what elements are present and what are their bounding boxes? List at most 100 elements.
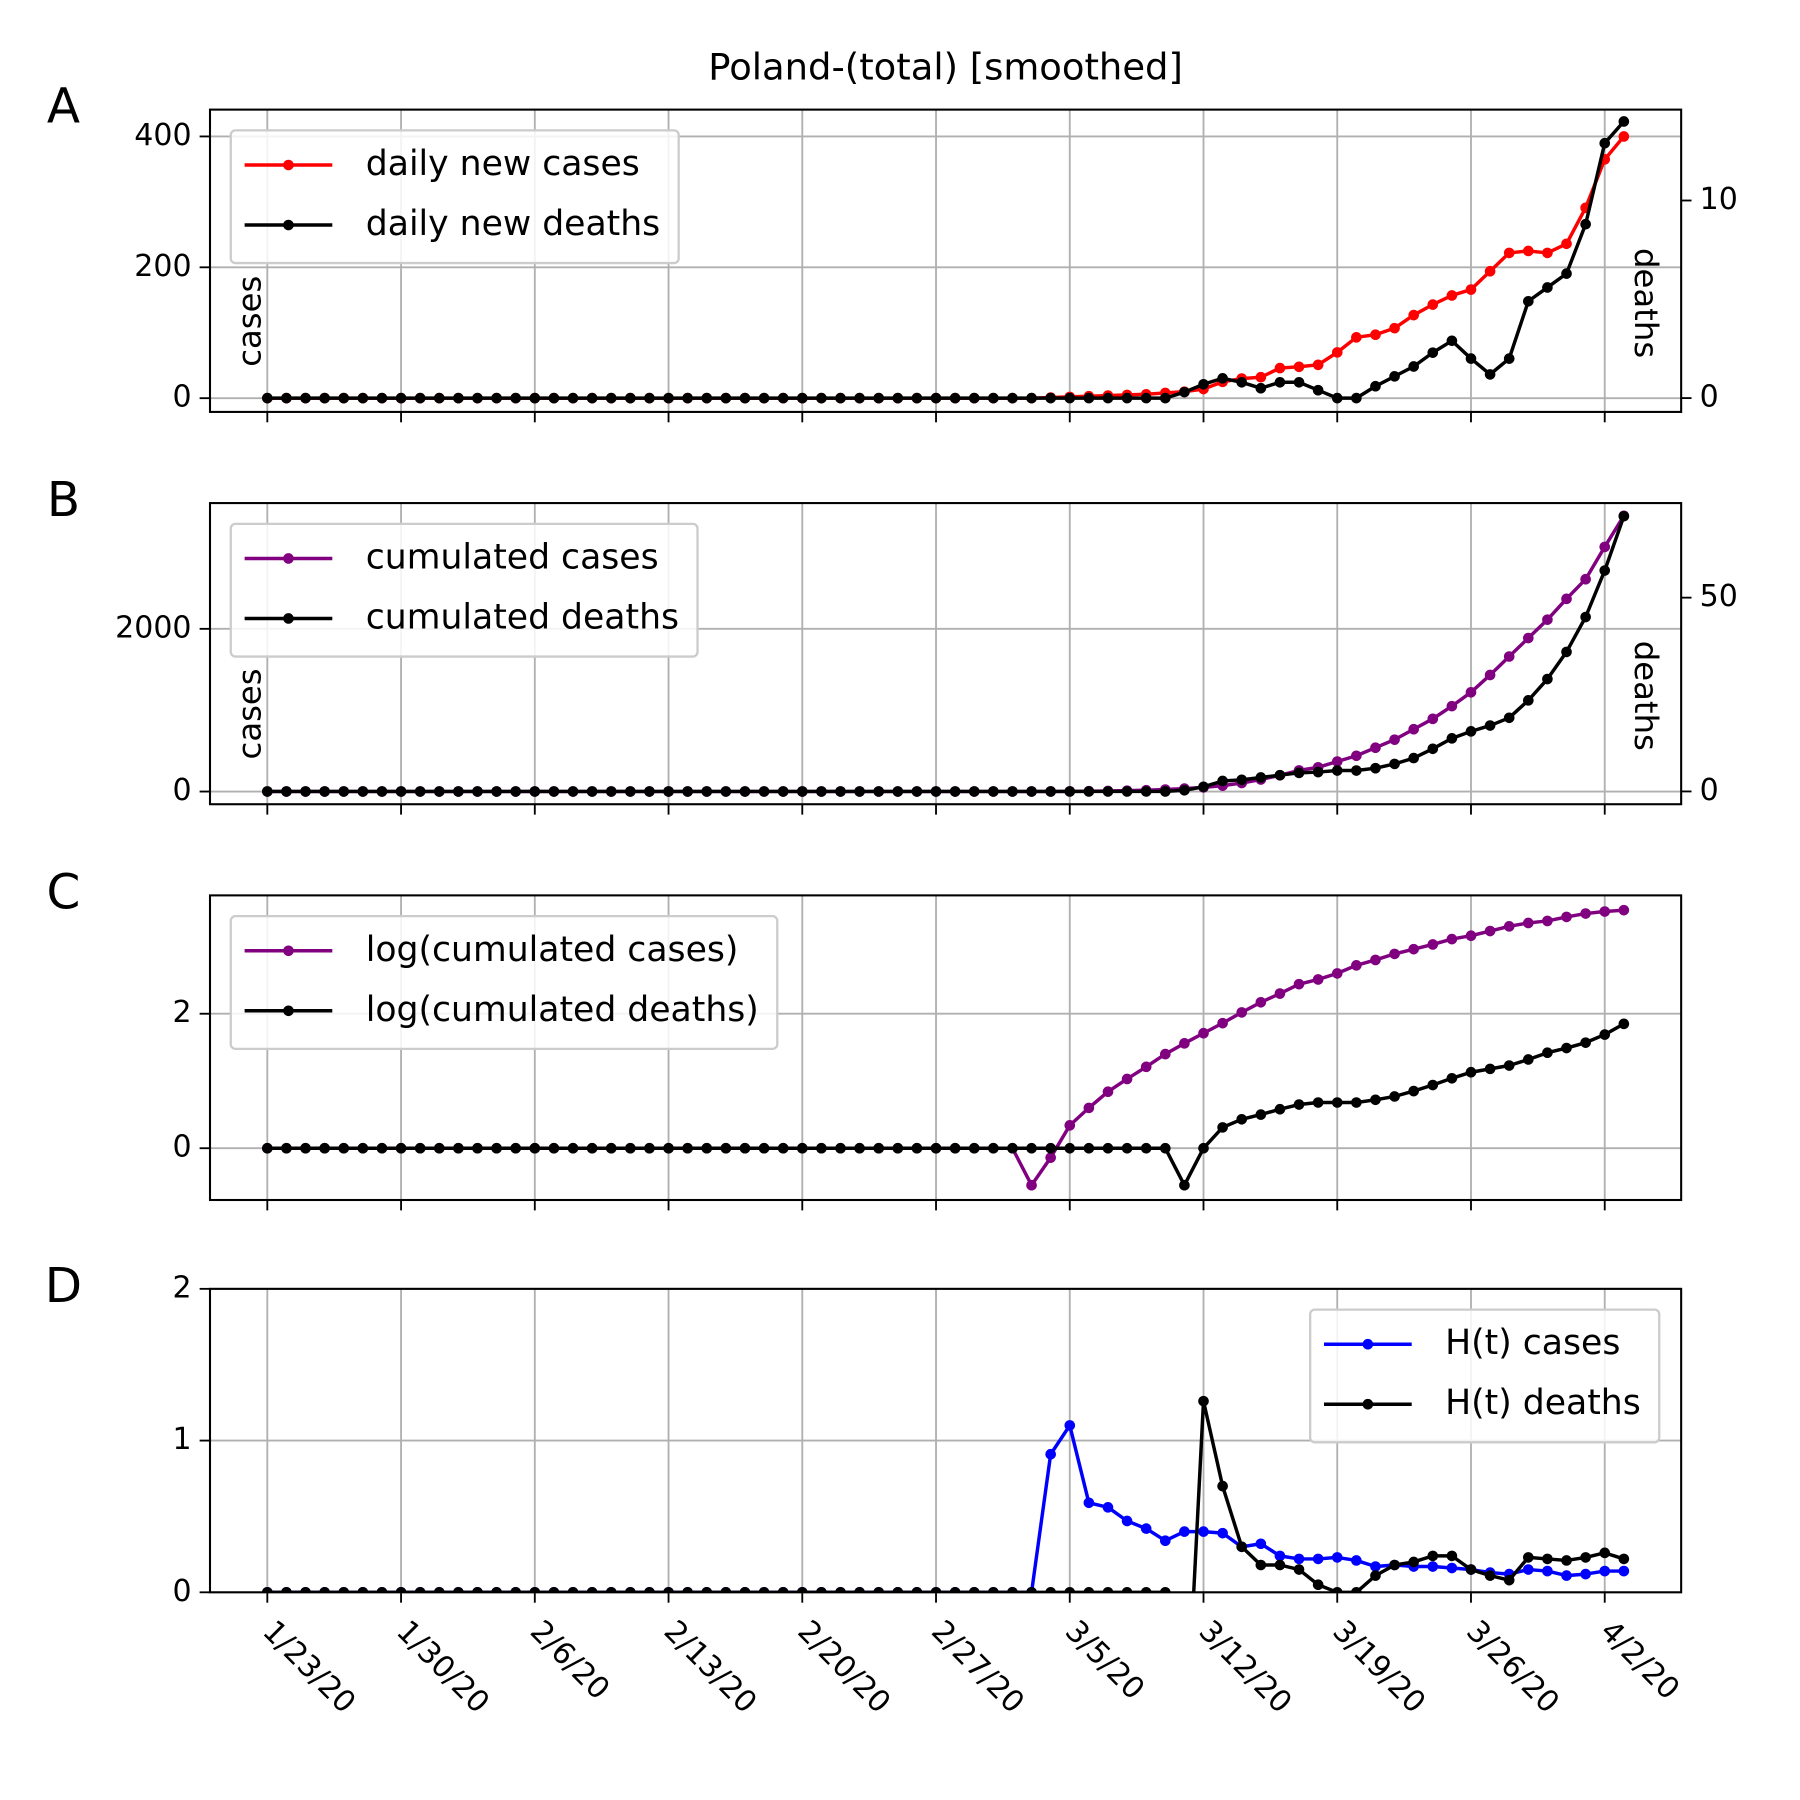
point: [854, 786, 865, 797]
point: [758, 392, 770, 404]
point: [262, 392, 273, 404]
point: [835, 786, 846, 797]
y2-tick-label: 0: [1700, 773, 1719, 808]
point: [1312, 1579, 1324, 1591]
point: [949, 1587, 961, 1593]
point: [1351, 1555, 1362, 1566]
point: [1522, 1054, 1534, 1065]
series: [262, 1420, 1630, 1593]
point: [1102, 392, 1114, 404]
point: [988, 1142, 999, 1154]
point: [968, 786, 980, 797]
point: [1503, 712, 1515, 724]
legend-label: cumulated deaths: [366, 597, 679, 637]
y-tick-label: 2: [172, 1270, 191, 1305]
point: [1140, 1587, 1152, 1593]
y2-tick-label: 0: [1700, 380, 1719, 415]
point: [1179, 386, 1190, 398]
point: [1159, 392, 1171, 404]
point: [1045, 392, 1056, 404]
axes-frame: [208, 108, 1683, 413]
point: [1561, 911, 1572, 923]
y2-axis-label: deaths: [1627, 641, 1665, 751]
point: [376, 1142, 388, 1154]
y2-tick-label: 50: [1700, 579, 1738, 614]
point: [625, 392, 636, 404]
point: [1561, 1555, 1572, 1566]
point: [911, 392, 923, 404]
point: [567, 1142, 579, 1154]
panel-label: D: [45, 1258, 82, 1314]
point: [433, 1587, 445, 1593]
point: [701, 392, 713, 404]
legend-label: cumulated cases: [366, 537, 659, 577]
point: [281, 786, 292, 797]
point: [1026, 786, 1037, 797]
point: [1408, 943, 1419, 955]
point: [1064, 1120, 1076, 1131]
point: [1389, 322, 1400, 334]
point: [1274, 362, 1286, 374]
point: [262, 786, 273, 797]
point: [1121, 392, 1133, 404]
point: [1102, 1142, 1114, 1154]
point: [1236, 774, 1248, 786]
point: [1064, 1587, 1076, 1593]
point: [1331, 1097, 1343, 1108]
point: [1007, 786, 1018, 797]
point: [1179, 1038, 1190, 1049]
point: [1580, 1568, 1591, 1580]
point: [1370, 1094, 1381, 1106]
point: [1580, 573, 1591, 585]
point: [1331, 347, 1343, 358]
legend: log(cumulated cases) log(cumulated deaths…: [229, 914, 779, 1050]
point: [338, 392, 350, 404]
legend: H(t) cases H(t) deaths: [1309, 1308, 1661, 1444]
point: [529, 1142, 541, 1154]
point: [1580, 908, 1591, 919]
legend-marker: [283, 219, 294, 231]
point: [720, 786, 732, 797]
point: [644, 392, 655, 404]
point: [644, 1142, 655, 1154]
x-tick-label: 4/2/20: [1593, 1614, 1686, 1707]
point: [414, 1587, 426, 1593]
point: [453, 786, 464, 797]
legend: daily new cases daily new deaths: [229, 129, 680, 265]
point: [1370, 329, 1381, 341]
point: [1427, 1550, 1439, 1562]
point: [1121, 786, 1133, 797]
point: [1446, 933, 1458, 945]
chart-title: Poland-(total) [smoothed]: [708, 46, 1183, 89]
x-tick-label: 2/27/20: [924, 1614, 1031, 1721]
point: [1255, 1538, 1267, 1550]
point: [395, 1587, 407, 1593]
x-tick-label: 2/20/20: [791, 1614, 898, 1721]
x-tick-label: 3/26/20: [1459, 1614, 1566, 1721]
point: [1408, 309, 1419, 321]
y-tick-label: 2000: [115, 610, 191, 645]
point: [1255, 382, 1267, 394]
point: [472, 786, 483, 797]
point: [491, 1142, 502, 1154]
point: [1083, 786, 1095, 797]
point: [1026, 1587, 1037, 1593]
point: [1370, 954, 1381, 966]
point: [701, 1587, 713, 1593]
point: [433, 1142, 445, 1154]
point: [1312, 766, 1324, 778]
point: [1045, 1142, 1056, 1154]
point: [510, 786, 522, 797]
point: [338, 786, 350, 797]
point: [1370, 762, 1381, 774]
point: [300, 1587, 311, 1593]
point: [1293, 767, 1305, 779]
point: [319, 1587, 330, 1593]
point: [816, 786, 827, 797]
point: [1102, 1502, 1114, 1513]
point: [1198, 1142, 1209, 1154]
point: [1198, 378, 1209, 390]
point: [1179, 1179, 1190, 1191]
legend-label: H(t) cases: [1445, 1323, 1620, 1363]
point: [949, 786, 961, 797]
